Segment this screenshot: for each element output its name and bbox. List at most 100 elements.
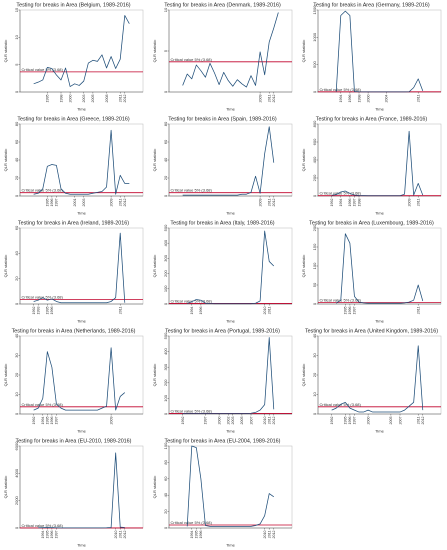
critical-value-label: Critical value 5% (3.68) xyxy=(171,298,213,303)
chart-panel: Testing for breaks in Area (Portugal, 19… xyxy=(149,326,296,434)
x-tick-label: 2007 xyxy=(249,417,253,425)
plot-area xyxy=(168,9,293,93)
chart-svg: Testing for breaks in Area (Luxembourg, … xyxy=(301,221,442,324)
x-tick-label: 1994 xyxy=(339,95,343,103)
y-axis-label: QLR statistic xyxy=(3,476,8,499)
chart-svg: Testing for breaks in Area (Denmark, 198… xyxy=(152,3,293,112)
x-tick-label: 1992 xyxy=(330,417,334,425)
y-tick-label: 300 xyxy=(163,363,168,370)
y-tick-label: 60 xyxy=(163,139,168,144)
x-axis-label: Time xyxy=(375,319,385,324)
chart-svg: Testing for breaks in Area (Italy, 1989-… xyxy=(152,221,293,324)
x-tick-label: 2012 xyxy=(272,95,276,103)
chart-title: Testing for breaks in Area (Belgium, 198… xyxy=(16,3,130,9)
x-tick-label: 1997 xyxy=(55,417,59,425)
plot-area xyxy=(19,9,144,93)
chart-svg: Testing for breaks in Area (United Kingd… xyxy=(301,329,442,434)
x-tick-label: 1997 xyxy=(204,417,208,425)
chart-title: Testing for breaks in Area (France, 1989… xyxy=(316,117,428,123)
x-tick-label: 2011 xyxy=(268,307,272,315)
x-tick-label: 1994 xyxy=(190,531,194,539)
qlr-series-line xyxy=(33,347,126,411)
chart-svg: Testing for breaks in Area (Portugal, 19… xyxy=(152,329,293,434)
plot-area xyxy=(19,445,144,529)
chart-svg: Testing for breaks in Area (Belgium, 198… xyxy=(3,3,144,112)
chart-title: Testing for breaks in Area (Spain, 1989-… xyxy=(168,117,277,123)
y-tick-label: 100 xyxy=(163,285,168,292)
y-tick-label: 0 xyxy=(312,302,317,305)
chart-panel: Testing for breaks in Area (EU-2010, 198… xyxy=(0,436,147,548)
y-axis-label: QLR statistic xyxy=(3,364,8,387)
x-axis-label: Time xyxy=(77,543,87,548)
y-tick-label: 20 xyxy=(163,509,168,514)
x-axis-label: Time xyxy=(77,319,87,324)
x-tick-label: 1998 xyxy=(59,95,63,103)
qlr-series-line xyxy=(187,230,275,305)
chart-svg: Testing for breaks in Area (Spain, 1989-… xyxy=(152,117,293,216)
chart-title: Testing for breaks in Area (EU-2004, 198… xyxy=(165,439,281,445)
x-tick-label: 1996 xyxy=(50,417,54,425)
qlr-series-line xyxy=(33,129,130,195)
qlr-series-line xyxy=(33,15,130,87)
x-tick-label: 1997 xyxy=(353,417,357,425)
x-tick-label: 2000 xyxy=(68,95,72,103)
x-tick-label: 1996 xyxy=(199,307,203,315)
chart-svg: Testing for breaks in Area (Greece, 1989… xyxy=(3,117,144,216)
qlr-series-line xyxy=(182,126,275,196)
y-tick-label: 0 xyxy=(312,412,317,415)
chart-panel: Testing for breaks in Area (France, 1989… xyxy=(298,114,445,216)
x-axis-label: Time xyxy=(226,319,236,324)
x-tick-label: 2011 xyxy=(268,199,272,207)
qlr-series-line xyxy=(182,337,275,414)
chart-panel: Testing for breaks in Area (Germany, 198… xyxy=(298,0,445,112)
x-tick-label: 2005 xyxy=(240,417,244,425)
qlr-series-line xyxy=(38,452,125,529)
y-tick-label: 30 xyxy=(14,353,19,358)
x-tick-label: 2010 xyxy=(263,531,267,539)
x-tick-label: 2011 xyxy=(417,199,421,207)
x-tick-label: 2012 xyxy=(123,95,127,103)
x-tick-label: 2012 xyxy=(272,531,276,539)
x-tick-label: 2000 xyxy=(366,95,370,103)
x-tick-label: 1992 xyxy=(181,417,185,425)
y-tick-label: 20 xyxy=(14,372,19,377)
critical-value-label: Critical value 5% (3.68) xyxy=(320,191,362,196)
y-tick-label: 1500 xyxy=(312,5,317,15)
x-tick-label: 1996 xyxy=(199,531,203,539)
x-tick-label: 1997 xyxy=(353,307,357,315)
chart-svg: Testing for breaks in Area (Germany, 198… xyxy=(301,3,442,112)
y-axis-label: QLR statistic xyxy=(152,364,157,387)
y-tick-label: 100 xyxy=(163,394,168,401)
x-axis-label: Time xyxy=(375,211,385,216)
y-axis-label: QLR statistic xyxy=(3,40,8,63)
y-tick-label: 10 xyxy=(163,7,168,12)
x-tick-label: 2009 xyxy=(407,199,411,207)
chart-title: Testing for breaks in Area (Netherlands,… xyxy=(12,329,136,335)
chart-svg: Testing for breaks in Area (EU-2010, 198… xyxy=(3,439,144,548)
y-tick-label: 0 xyxy=(163,526,168,529)
y-tick-label: 0 xyxy=(163,90,168,93)
x-tick-label: 2001 xyxy=(73,199,77,207)
chart-title: Testing for breaks in Area (Ireland, 198… xyxy=(18,221,129,227)
x-tick-label: 1995 xyxy=(46,417,50,425)
x-tick-label: 1996 xyxy=(348,307,352,315)
y-tick-label: 0 xyxy=(14,90,19,93)
x-tick-label: 1994 xyxy=(190,307,194,315)
x-tick-label: 2011 xyxy=(268,94,272,102)
plot-area xyxy=(317,227,442,305)
critical-value-label: Critical value 5% (3.68) xyxy=(22,67,64,72)
y-tick-label: 10 xyxy=(312,392,317,397)
chart-title: Testing for breaks in Area (Luxembourg, … xyxy=(309,221,434,227)
x-tick-label: 2012 xyxy=(421,417,425,425)
critical-value-label: Critical value 5% (3.68) xyxy=(171,520,213,525)
x-tick-label: 1996 xyxy=(348,199,352,207)
chart-svg: Testing for breaks in Area (Ireland, 198… xyxy=(3,221,144,324)
y-tick-label: 200 xyxy=(312,174,317,181)
x-tick-label: 2000 xyxy=(366,417,370,425)
x-tick-label: 2011 xyxy=(268,531,272,539)
y-tick-label: 0 xyxy=(14,302,19,305)
chart-svg: Testing for breaks in Area (EU-2004, 198… xyxy=(152,439,293,548)
y-axis-label: QLR statistic xyxy=(152,149,157,172)
x-tick-label: 1995 xyxy=(344,417,348,425)
